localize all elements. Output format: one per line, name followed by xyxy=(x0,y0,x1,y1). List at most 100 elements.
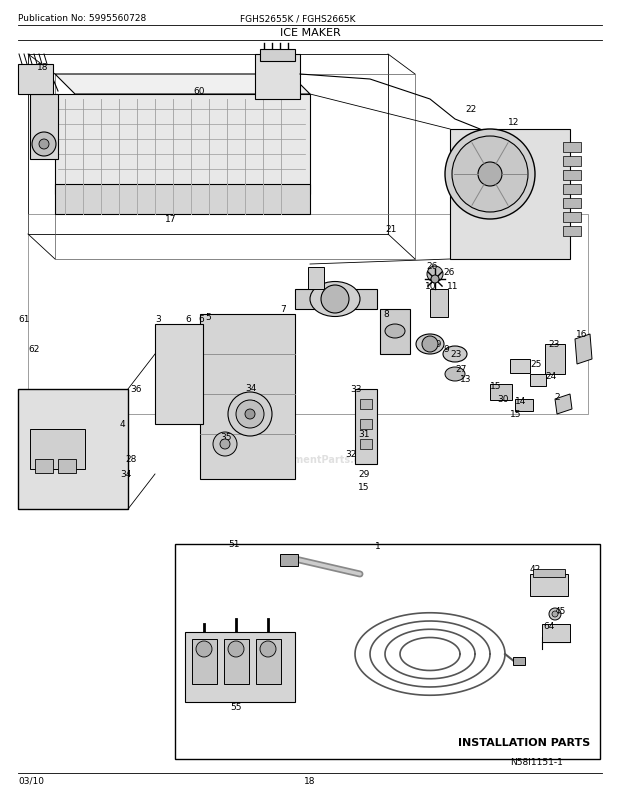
Text: eReplacementParts.com: eReplacementParts.com xyxy=(244,455,376,464)
Circle shape xyxy=(321,286,349,314)
Text: 19: 19 xyxy=(270,50,281,59)
Bar xyxy=(155,325,203,424)
Text: 24: 24 xyxy=(545,371,556,380)
Text: 34: 34 xyxy=(120,469,131,479)
Text: 26: 26 xyxy=(426,261,437,270)
Text: 21: 21 xyxy=(385,225,396,233)
Text: 30: 30 xyxy=(497,395,508,403)
Text: 6: 6 xyxy=(198,314,204,323)
Text: 1: 1 xyxy=(375,541,381,550)
Circle shape xyxy=(228,642,244,657)
Bar xyxy=(58,460,76,473)
Bar xyxy=(256,639,281,684)
Bar xyxy=(450,130,570,260)
Bar xyxy=(380,310,410,354)
Bar xyxy=(308,268,324,290)
Circle shape xyxy=(445,130,535,220)
Text: 7: 7 xyxy=(280,305,286,314)
Bar xyxy=(513,657,525,665)
Text: 15: 15 xyxy=(490,382,502,391)
Circle shape xyxy=(552,611,558,618)
Bar xyxy=(510,359,530,374)
Text: 64: 64 xyxy=(543,622,554,630)
Bar xyxy=(542,624,570,642)
Bar xyxy=(530,574,568,596)
Text: 62: 62 xyxy=(28,345,40,354)
Bar xyxy=(490,384,512,400)
Text: ICE MAKER: ICE MAKER xyxy=(280,28,340,38)
Bar xyxy=(28,215,588,415)
Text: 25: 25 xyxy=(530,359,541,369)
Ellipse shape xyxy=(443,346,467,363)
Bar xyxy=(28,55,388,235)
Text: 22: 22 xyxy=(465,105,476,114)
Text: 42: 42 xyxy=(530,565,541,573)
Text: 10: 10 xyxy=(425,282,436,290)
Bar xyxy=(55,75,415,260)
Text: 15: 15 xyxy=(358,482,370,492)
Text: N58I1151-1: N58I1151-1 xyxy=(510,757,563,766)
Text: 23: 23 xyxy=(548,339,559,349)
Bar xyxy=(430,290,448,318)
Text: 51: 51 xyxy=(228,539,239,549)
Text: 60: 60 xyxy=(193,87,205,96)
Circle shape xyxy=(39,140,49,150)
Text: 34: 34 xyxy=(245,399,257,408)
Circle shape xyxy=(422,337,438,353)
Text: 03/10: 03/10 xyxy=(18,776,44,785)
Text: 14: 14 xyxy=(515,396,526,406)
Text: 4: 4 xyxy=(120,419,126,428)
Circle shape xyxy=(236,400,264,428)
Circle shape xyxy=(427,267,443,282)
Bar xyxy=(30,429,85,469)
Bar xyxy=(55,95,310,195)
Circle shape xyxy=(431,276,439,284)
Text: 31: 31 xyxy=(358,429,370,439)
Bar xyxy=(200,314,295,480)
Bar xyxy=(530,375,546,387)
Text: 32: 32 xyxy=(345,449,356,459)
Polygon shape xyxy=(555,395,572,415)
Text: 28: 28 xyxy=(125,455,136,464)
Circle shape xyxy=(452,137,528,213)
Text: 34: 34 xyxy=(245,383,257,392)
Text: 8: 8 xyxy=(383,310,389,318)
Text: 26: 26 xyxy=(443,268,454,277)
Text: Publication No: 5995560728: Publication No: 5995560728 xyxy=(18,14,146,23)
Circle shape xyxy=(478,163,502,187)
Bar xyxy=(185,632,295,702)
Text: 17: 17 xyxy=(165,215,177,224)
Bar xyxy=(360,439,372,449)
Circle shape xyxy=(228,392,272,436)
Text: 2: 2 xyxy=(554,392,560,402)
Text: 15: 15 xyxy=(510,410,521,419)
Text: 27: 27 xyxy=(455,365,466,374)
Bar xyxy=(280,554,298,566)
Text: 29: 29 xyxy=(430,339,441,349)
Polygon shape xyxy=(575,334,592,365)
Circle shape xyxy=(213,432,237,456)
Ellipse shape xyxy=(416,334,444,354)
Ellipse shape xyxy=(385,325,405,338)
Text: 12: 12 xyxy=(508,118,520,127)
Bar xyxy=(360,419,372,429)
Bar xyxy=(563,213,581,223)
Bar xyxy=(295,290,377,310)
Bar xyxy=(563,184,581,195)
Bar xyxy=(563,143,581,153)
Circle shape xyxy=(220,439,230,449)
Bar xyxy=(18,390,128,509)
Text: 16: 16 xyxy=(576,330,588,338)
Text: 13: 13 xyxy=(460,375,471,383)
Bar xyxy=(30,95,58,160)
Ellipse shape xyxy=(445,367,465,382)
Text: 11: 11 xyxy=(447,282,459,290)
Text: 29: 29 xyxy=(358,469,370,479)
Bar xyxy=(360,399,372,410)
Bar xyxy=(563,227,581,237)
Ellipse shape xyxy=(310,282,360,317)
Bar xyxy=(563,157,581,167)
Bar xyxy=(260,50,295,62)
Text: 36: 36 xyxy=(130,384,141,394)
Text: 61: 61 xyxy=(18,314,30,323)
